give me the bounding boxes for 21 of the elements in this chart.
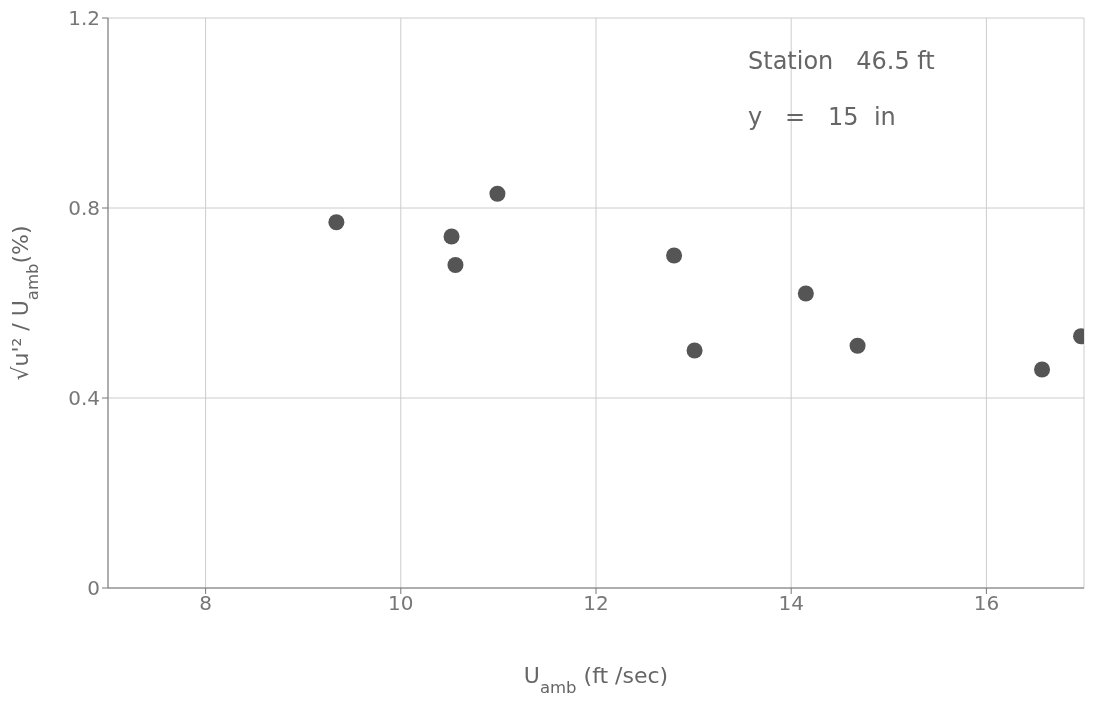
- point: [328, 214, 345, 231]
- point: [797, 285, 814, 302]
- x-tick-label: 10: [388, 591, 414, 616]
- y-tick-label: 0.8: [68, 196, 100, 221]
- y-tick-label: 1.2: [68, 6, 100, 31]
- x-axis-title: U$_{amb}$ (ft /sec): [523, 663, 669, 697]
- annotation: y = 15 in: [748, 102, 897, 133]
- point: [849, 337, 866, 354]
- x-tick-label: 8: [199, 591, 212, 616]
- point: [447, 257, 464, 273]
- point: [686, 342, 703, 359]
- x-tick-label: 16: [973, 591, 1000, 616]
- point: [666, 247, 683, 264]
- point: [1034, 361, 1051, 378]
- x-tick-label: 12: [583, 591, 609, 616]
- point: [489, 185, 506, 202]
- annotation: Station 46.5 ft: [748, 46, 935, 77]
- y-tick-label: 0.4: [68, 386, 100, 411]
- x-tick-label: 14: [778, 591, 804, 616]
- y-tick-label: 0: [87, 576, 100, 601]
- point: [443, 228, 460, 245]
